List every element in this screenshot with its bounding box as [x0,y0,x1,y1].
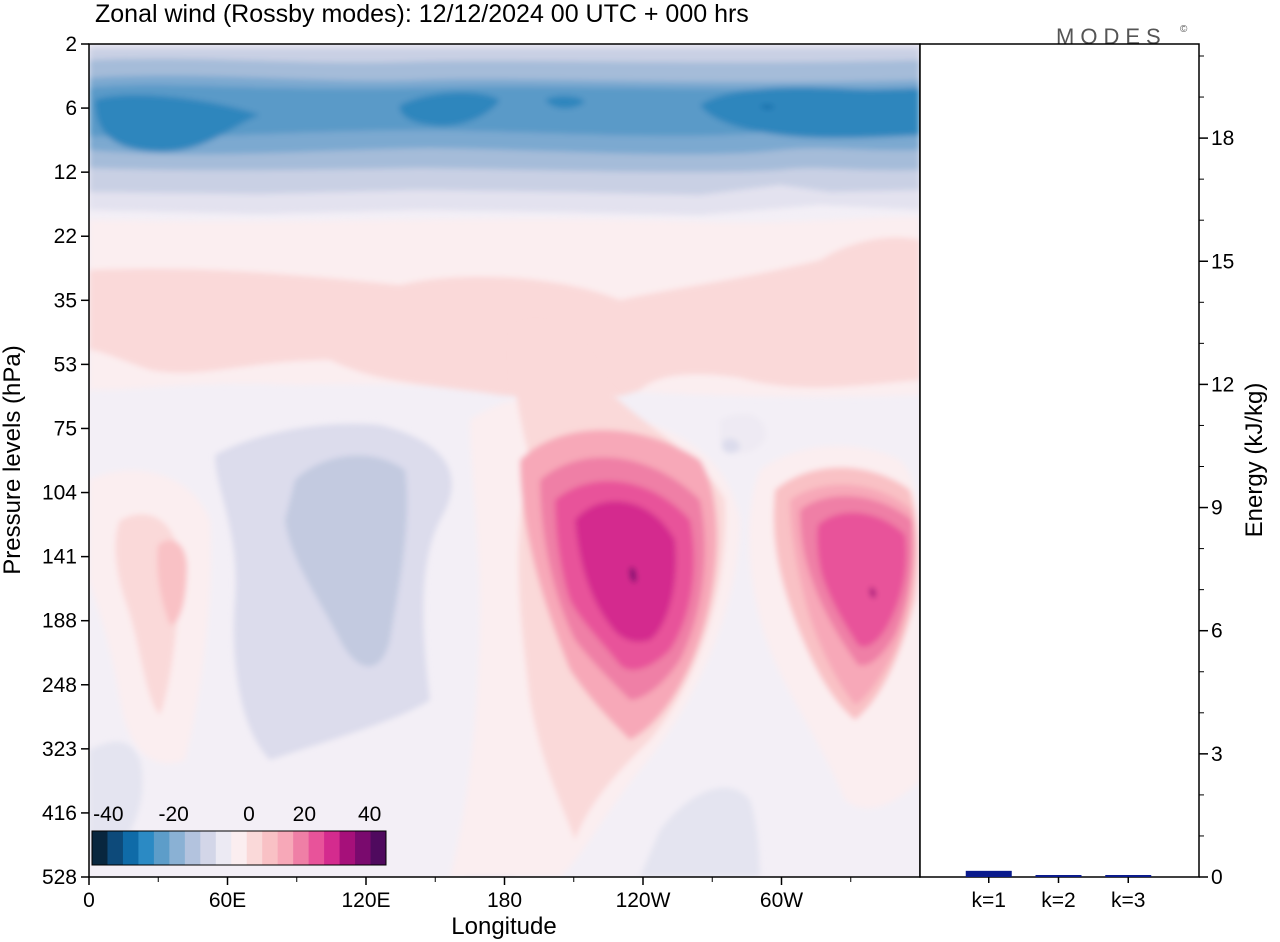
colorbar-cell [122,831,139,865]
energy-category-label: k=2 [1041,889,1075,912]
colorbar-tick-label: 0 [243,803,255,826]
energy-tick-label: 12 [1211,373,1234,396]
colorbar-cell [169,831,186,865]
energy-category-label: k=3 [1111,889,1145,912]
y-tick-label: 323 [42,738,77,761]
colorbar-cell [215,831,232,865]
colorbar-cell [92,831,108,865]
energy-bar [1035,875,1082,877]
colorbar-cell [107,831,124,865]
contour-stratosphere-warm [89,217,920,400]
x-axis-title: Longitude [451,913,556,940]
colorbar-cell [184,831,201,865]
contour-field [89,44,920,877]
y-tick-label: 528 [42,866,77,889]
energy-axis-title: Energy (kJ/kg) [1241,383,1268,538]
colorbar-cell [277,831,294,865]
colorbar-cell [293,831,310,865]
y-axis: 2 6 12 22 35 53 75 104 141 188 248 323 416 528 [42,33,89,889]
energy-category-label: k=1 [972,889,1006,912]
colorbar-cell [200,831,217,865]
energy-bar [965,870,1012,877]
y-tick-label: 2 [65,33,77,56]
y-tick-label: 35 [54,289,77,312]
colorbar-cell [246,831,263,865]
contour-jet-east [749,446,920,809]
energy-bars: k=1 k=2 k=3 [965,870,1152,912]
y-tick-label: 53 [54,353,77,376]
colorbar-cell [153,831,170,865]
x-tick-label: 60W [760,889,803,912]
colorbar-cells [92,831,387,865]
x-tick-label: 0 [83,889,95,912]
y-tick-label: 22 [54,225,77,248]
energy-tick-label: 3 [1211,743,1223,766]
y-tick-label: 248 [42,674,77,697]
x-tick-label: 120W [616,889,671,912]
colorbar-labels: -40 -20 0 20 40 [93,803,381,826]
contour-upper-easterlies [89,44,920,215]
x-tick-label: 120E [341,889,390,912]
colorbar-cell [370,831,387,865]
colorbar-cell [262,831,279,865]
energy-tick-label: 18 [1211,127,1234,150]
colorbar-cell [355,831,372,865]
y-tick-label: 188 [42,610,77,633]
colorbar-tick-label: 40 [358,803,381,826]
y-tick-label: 6 [65,97,77,120]
x-tick-label: 60E [209,889,246,912]
contour-jet-central [450,324,740,877]
y-tick-label: 141 [42,546,77,569]
colorbar-tick-label: 20 [293,803,316,826]
energy-panel-frame [919,43,1200,878]
y-tick-label: 104 [42,482,77,505]
chart-title: Zonal wind (Rossby modes): 12/12/2024 00… [95,0,749,28]
colorbar-cell [339,831,356,865]
colorbar-tick-label: -20 [158,803,188,826]
colorbar-cell [231,831,248,865]
colorbar-cell [324,831,341,865]
colorbar-cell [138,831,155,865]
energy-tick-label: 6 [1211,620,1223,643]
energy-bar [1105,875,1152,877]
y-tick-label: 75 [54,417,77,440]
logo-registered-mark: © [1180,24,1188,35]
colorbar-frame [91,830,387,866]
energy-tick-label: 0 [1211,866,1223,889]
y-tick-label: 12 [54,161,77,184]
y-axis-title: Pressure levels (hPa) [0,345,26,574]
energy-tick-label: 15 [1211,250,1234,273]
x-axis: 0 60E 120E 180 120W 60W [83,877,852,912]
energy-axis: 0 3 6 9 12 15 18 [1199,55,1234,889]
contour-jet-west [89,470,211,764]
energy-tick-label: 9 [1211,497,1223,520]
x-tick-label: 180 [487,889,522,912]
colorbar-cell [308,831,325,865]
colorbar [91,830,387,866]
colorbar-tick-label: -40 [93,803,123,826]
y-tick-label: 416 [42,802,77,825]
